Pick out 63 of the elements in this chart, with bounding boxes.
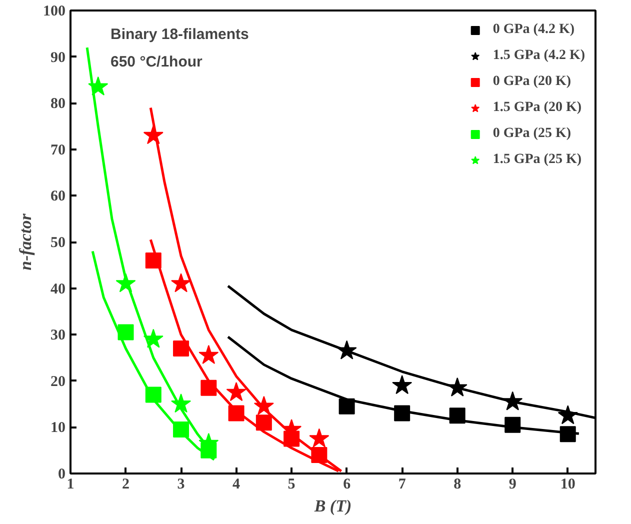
x-tick-label: 4 xyxy=(232,476,241,492)
x-tick-label: 8 xyxy=(454,476,462,492)
y-tick-label: 70 xyxy=(50,142,66,158)
y-tick-label: 60 xyxy=(50,188,66,205)
y-tick-label: 90 xyxy=(50,50,66,66)
y-tick-label: 20 xyxy=(50,374,66,390)
x-tick-label: 6 xyxy=(343,476,352,492)
point xyxy=(309,428,330,448)
point xyxy=(504,416,521,433)
legend-label: 1.5 GPa (20 K) xyxy=(492,100,582,116)
legend-label: 0 GPa (20 K) xyxy=(492,74,571,90)
point xyxy=(284,430,300,447)
point xyxy=(173,422,190,438)
point xyxy=(198,344,219,364)
annotation: 650 °C/1hour xyxy=(110,54,203,71)
y-axis-title: n-factor xyxy=(16,213,35,270)
y-tick-label: 50 xyxy=(50,235,66,251)
point xyxy=(447,377,468,396)
y-tick-label: 40 xyxy=(50,281,66,298)
point xyxy=(228,405,244,422)
point xyxy=(143,328,164,348)
y-tick-label: 30 xyxy=(50,328,66,344)
point xyxy=(338,398,355,414)
point xyxy=(336,340,357,360)
point xyxy=(171,394,192,413)
point xyxy=(502,391,523,410)
point xyxy=(200,380,217,396)
point xyxy=(116,273,136,292)
point xyxy=(560,426,576,442)
point xyxy=(200,442,217,458)
y-tick-label: 10 xyxy=(50,420,66,436)
x-tick-label: 3 xyxy=(177,476,185,492)
y-tick-label: 100 xyxy=(43,4,66,20)
x-tick-label: 7 xyxy=(398,476,406,492)
x-axis-title: B (T) xyxy=(313,496,352,516)
point xyxy=(118,324,134,340)
point xyxy=(254,396,274,415)
point xyxy=(558,405,578,424)
point xyxy=(173,340,190,356)
legend-label: 0 GPa (4.2 K) xyxy=(492,22,574,38)
x-tick-label: 1 xyxy=(66,476,74,492)
point xyxy=(256,414,272,431)
point xyxy=(143,125,164,144)
point xyxy=(145,252,162,269)
line-series xyxy=(91,250,216,461)
annotation: Binary 18-filaments xyxy=(110,26,249,43)
point xyxy=(171,273,192,292)
y-tick-label: 0 xyxy=(58,466,66,482)
x-tick-label: 5 xyxy=(288,476,296,492)
legend-label: 0 GPa (25 K) xyxy=(492,126,571,142)
point xyxy=(311,446,328,463)
point xyxy=(145,386,162,403)
x-tick-label: 10 xyxy=(560,476,576,492)
point xyxy=(88,76,108,96)
x-tick-label: 2 xyxy=(122,476,130,492)
point xyxy=(392,375,412,394)
y-tick-label: 80 xyxy=(50,96,66,112)
point xyxy=(449,408,466,424)
point xyxy=(394,405,410,422)
legend-label: 1.5 GPa (4.2 K) xyxy=(492,48,585,64)
point xyxy=(226,382,246,402)
x-tick-label: 9 xyxy=(508,476,516,492)
legend-label: 1.5 GPa (25 K) xyxy=(492,152,582,168)
